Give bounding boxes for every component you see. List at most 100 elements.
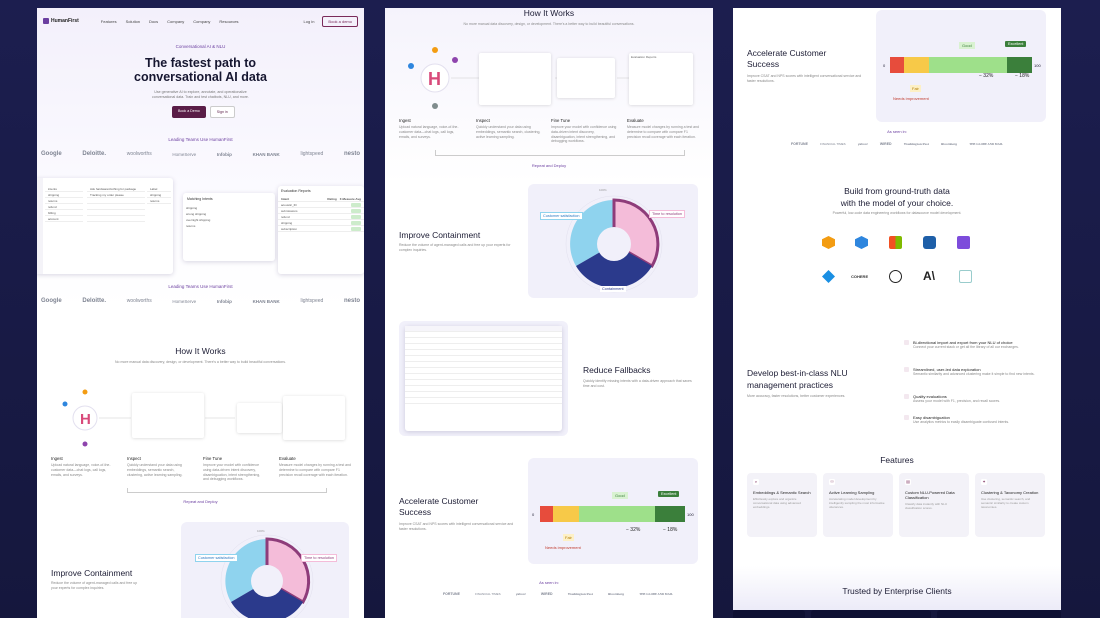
repeat-deploy-label: Repeat and Deploy [183,499,218,504]
logo-google: Google [41,151,62,157]
fair-label: Fair [910,85,921,92]
eval-row[interactable]: acoustic_ID [278,202,364,208]
nav-link-company-2[interactable]: Company [193,18,211,24]
inspect-mini-card [479,53,551,105]
feature-card[interactable]: ✦ Clustering & Taxonomy Creation Use clust… [975,473,1045,537]
table-row[interactable] [405,350,562,356]
eval-row[interactable]: submissions [278,208,364,214]
dialogflow-icon [855,236,868,249]
table-row[interactable] [405,392,562,398]
containment-desc: Reduce the volume of agent-managed calls… [399,243,511,252]
scale-hundred: 100 [1034,63,1041,68]
nav-link-features[interactable]: Features [100,18,117,24]
ingest-hub [72,405,98,431]
nlu-bullet-desc: Semantic similarity and advanced cluster… [913,372,1035,376]
table-row[interactable] [405,398,562,404]
list-item[interactable]: shipping [45,192,83,198]
utterance-row[interactable] [87,210,145,216]
sign-in-button[interactable]: Sign in [209,106,235,118]
csat-desc: Improve CSAT and NPS scores with intelli… [399,522,514,531]
book-demo-nav-button[interactable]: Book a demo [322,15,358,27]
list-item[interactable]: intents [45,186,83,192]
list-item[interactable]: returns [45,198,83,204]
brand-logo[interactable]: HumanFirst [43,18,79,24]
table-row[interactable] [405,374,562,380]
logo-deloitte: Deloitte. [82,151,107,157]
leading-teams-title-2: Leading Teams Use HumanFirst [168,284,233,289]
table-row[interactable] [405,362,562,368]
list-item[interactable]: account [45,216,83,222]
intent-chip: overnight shipping [186,218,211,222]
nps-bar [890,57,1032,73]
press-ft: FINANCIAL TIMES [475,592,501,596]
containment-donut [220,534,314,618]
feature-card[interactable]: ⌕ Embeddings & Semantic Search Effortlessl… [747,473,817,537]
press-wired: WIRED [879,142,892,146]
minus-32-label: − 32% [979,73,994,79]
eval-row[interactable]: refund [278,214,364,220]
intent-chip: wrong shipping [186,212,207,216]
utterance-row[interactable]: Tracking my order please [87,192,145,198]
sampling-icon: ⚇ [829,479,835,485]
table-row[interactable] [405,356,562,362]
source-dot [62,401,68,407]
matching-row[interactable]: shipping [183,205,275,211]
list-item[interactable]: billing [45,210,83,216]
feature-title: Active Learning Sampling [829,490,875,495]
step-inspect-desc: Quickly understand your data using embed… [476,125,541,139]
eval-row[interactable]: subscription [278,226,364,232]
ground-title-line1: Build from ground-truth data [844,186,950,196]
containment-slice [576,244,652,288]
utterance-row[interactable] [87,216,145,222]
book-demo-button[interactable]: Book a Demo [172,106,206,118]
fallbacks-title: Reduce Fallbacks [583,365,651,375]
nav-link-resources[interactable]: Resources [219,18,239,24]
logo-homeserve: HomeServe [172,151,197,157]
matching-row[interactable]: wrong shipping [183,211,275,217]
customer-satisfaction-label: Customer satisfaction [195,554,238,562]
table-row[interactable] [405,386,562,392]
utterance-row[interactable] [87,204,145,210]
table-row[interactable] [405,368,562,374]
donut-100-label: 100% [599,188,607,192]
nav-link-docs[interactable]: Docs [149,18,159,24]
eval-row-label: refund [281,214,290,219]
login-link[interactable]: Log in [303,18,315,24]
table-row[interactable] [405,332,562,338]
containment-title: Improve Containment [51,568,133,578]
table-row[interactable] [405,338,562,344]
logo-homeserve: HomeServe [172,298,197,304]
table-row[interactable] [405,380,562,386]
nav-link-solution[interactable]: Solution [125,18,141,24]
list-item[interactable]: refund [45,204,83,210]
source-dot [432,103,438,109]
step-evaluate-desc: Measure model changes by running a test … [279,463,351,477]
ingest-hub [420,63,450,93]
nav-links: Features Solution Docs Company Company R… [101,19,239,24]
excellent-label: Excellent [658,491,680,497]
feature-card[interactable]: ▤ Custom NLU-Powered Data Classification C… [899,473,969,537]
matching-row[interactable]: overnight shipping [183,217,275,223]
matching-intents-card: Matching Intents shipping wrong shipping… [183,193,275,261]
matching-row[interactable]: returns [183,223,275,229]
step-finetune-title: Fine Tune [551,118,571,123]
utterance-row[interactable] [87,198,145,204]
quality-icon [904,394,909,399]
eval-row-label: acoustic_ID [281,202,297,207]
brand-logo-icon [43,18,49,24]
utterance-row[interactable]: Ask hardware/clothing for package [87,186,145,192]
table-row[interactable] [405,344,562,350]
flow-diagram: H [408,47,631,109]
nav-link-company[interactable]: Company [167,18,185,24]
eval-row[interactable]: shipping [278,220,364,226]
microsoft-icon [889,236,902,249]
needs-improvement-label: Needs improvement [893,96,929,101]
eval-row-label: subscription [281,226,298,231]
matching-intents-title: Matching Intents [187,197,213,201]
intent-chip: shipping [186,206,198,210]
feature-card[interactable]: ⚇ Active Learning Sampling Accelerating mo… [823,473,893,537]
excellent-label: Excellent [1005,41,1027,47]
donut-100-label: 100% [257,529,265,533]
donut-hole [597,227,631,261]
time-to-resolution-label: Time to resolution [301,554,338,562]
